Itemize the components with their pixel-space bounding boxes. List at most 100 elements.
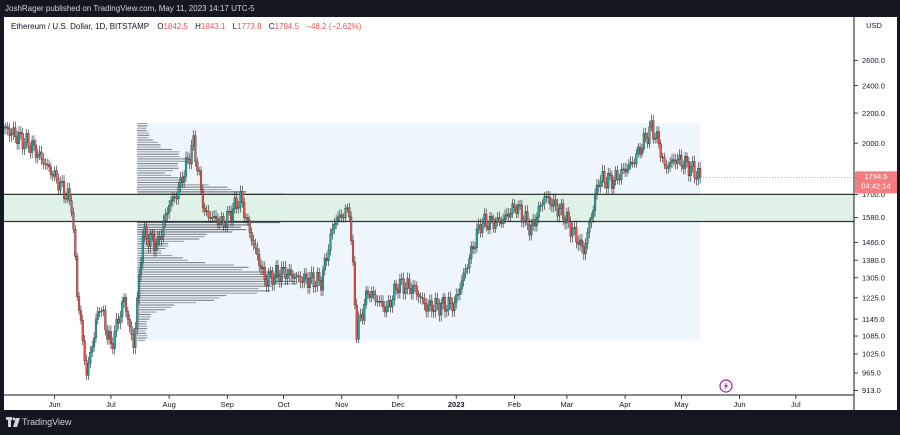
candle-body <box>111 343 114 349</box>
time-axis-ticks[interactable]: Jun Jul Aug Sep Oct Nov Dec 2023 Feb Mar Apr May Jun… <box>49 395 801 409</box>
volume-profile-bar <box>137 174 172 176</box>
candle-body <box>639 146 642 155</box>
candle-body <box>128 318 131 327</box>
candle-body <box>449 297 452 304</box>
time-tick-label: May <box>674 400 688 409</box>
time-tick-label: Apr <box>619 400 631 409</box>
candle-body <box>199 170 203 191</box>
candle-body <box>554 199 557 205</box>
candle-body <box>220 216 223 222</box>
candle-body <box>46 164 49 166</box>
time-tick-label: Sep <box>221 400 234 409</box>
candle-body <box>395 283 398 290</box>
candle-body <box>464 268 467 274</box>
candle-body <box>239 191 242 208</box>
volume-profile-bar <box>137 163 179 165</box>
volume-profile-bar <box>137 304 175 306</box>
candle-body <box>306 278 310 288</box>
currency-label: USD <box>866 21 882 30</box>
candle-body <box>629 161 632 166</box>
candle-body <box>184 157 188 177</box>
candle-body <box>518 204 522 206</box>
volume-profile-bar <box>137 172 165 174</box>
candle-body <box>682 165 685 169</box>
candle-body <box>357 317 360 340</box>
candle-body <box>96 311 99 320</box>
price-tick-label: 2600.0 <box>862 56 885 65</box>
candle-body <box>381 301 385 307</box>
candle-body <box>558 208 561 217</box>
candle-body <box>40 151 43 160</box>
legend-high-label: H <box>195 22 201 31</box>
candle-body <box>665 164 668 169</box>
candle-body <box>599 181 602 188</box>
volume-profile-bar <box>137 130 147 132</box>
candle-body <box>228 211 231 213</box>
volume-profile-bar <box>137 323 147 325</box>
price-tick-label: 1380.0 <box>862 256 885 265</box>
candle-body <box>575 227 578 243</box>
candle-body <box>594 193 597 211</box>
candle-body <box>2 127 6 129</box>
candle-body <box>136 297 139 329</box>
legend-low-label: L <box>233 22 238 31</box>
volume-profile-bar <box>137 240 185 242</box>
price-chart[interactable]: Ethereum / U.S. Dollar, 1D, BITSTAMP O18… <box>2 17 898 410</box>
candle-body <box>6 126 9 130</box>
candle-body <box>590 216 593 223</box>
candle-body <box>659 143 662 158</box>
volume-profile-bar <box>137 254 173 257</box>
candle-body <box>389 300 392 308</box>
candle-body <box>642 133 645 150</box>
candle-body <box>203 207 206 212</box>
candle-body <box>89 352 92 364</box>
price-axis-ticks[interactable]: 2600.0 2400.0 2200.0 2000.0 1700.0 1580.0 1460… <box>854 56 885 395</box>
candle-body <box>68 188 71 201</box>
candle-body <box>674 160 677 164</box>
candle-body <box>36 154 39 158</box>
candle-body <box>445 309 448 312</box>
candle-body <box>194 135 197 162</box>
candle-body <box>312 272 315 288</box>
candle-body <box>233 197 236 210</box>
candle-body <box>565 211 568 224</box>
candle-body <box>440 302 443 316</box>
candle-body <box>229 211 233 222</box>
candle-body <box>616 170 619 180</box>
candle-body <box>680 154 683 166</box>
candle-body <box>391 299 394 308</box>
lightning-icon[interactable] <box>719 379 733 393</box>
candle-body <box>569 221 572 237</box>
footer-brand: TradingView <box>22 417 72 427</box>
candle-body <box>432 310 435 312</box>
candle-body <box>502 219 505 225</box>
candle-body <box>363 304 366 321</box>
candle-body <box>560 203 563 209</box>
candle-body <box>684 156 687 169</box>
price-tick-label: 2400.0 <box>862 81 885 90</box>
volume-profile-bar <box>137 318 150 320</box>
candle-body <box>263 267 266 281</box>
candle-body <box>597 184 600 188</box>
time-tick-label: Feb <box>508 400 521 409</box>
candle-body <box>305 273 308 279</box>
candle-body <box>563 218 567 224</box>
candle-body <box>578 239 582 245</box>
volume-profile-bar <box>137 250 162 252</box>
candle-body <box>537 205 540 218</box>
candle-body <box>646 137 649 145</box>
candle-body <box>177 186 180 200</box>
volume-profile-bar <box>137 287 259 290</box>
candle-body <box>353 261 356 306</box>
candle-body <box>81 320 84 341</box>
chart-pane[interactable]: Ethereum / U.S. Dollar, 1D, BITSTAMP O18… <box>2 17 898 410</box>
candle-body <box>419 296 422 298</box>
price-tick-label: 1580.0 <box>862 213 885 222</box>
candle-body <box>301 281 304 283</box>
candle-body <box>532 219 535 226</box>
candle-body <box>271 270 274 285</box>
volume-profile-bar <box>137 188 232 191</box>
candle-body <box>657 131 660 144</box>
candle-body <box>166 212 169 215</box>
candle-body <box>635 153 638 164</box>
